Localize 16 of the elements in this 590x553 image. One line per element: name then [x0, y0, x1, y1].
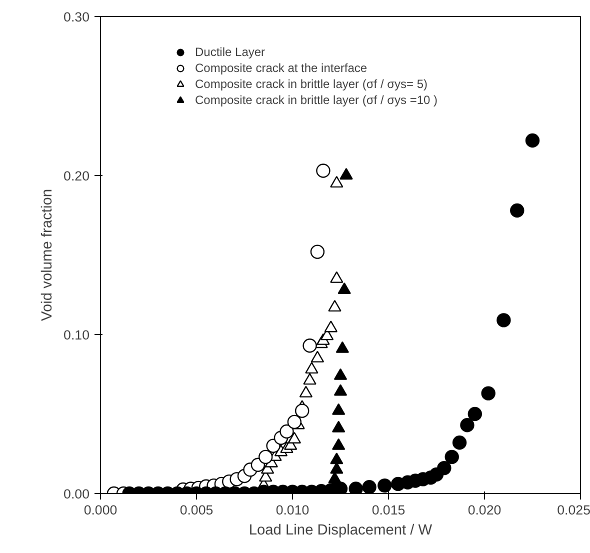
y-axis-title: Void volume fraction: [40, 189, 56, 321]
x-tick-label: 0.005: [180, 502, 214, 518]
x-tick-label: 0.015: [372, 502, 406, 518]
legend-label: Composite crack in brittle layer (σf / σys =10 ): [195, 93, 438, 107]
x-tick-label: 0.025: [557, 502, 590, 518]
x-tick-label: 0.000: [84, 502, 118, 518]
y-tick-label: 0.10: [64, 328, 90, 342]
y-tick-label: 0.00: [64, 486, 90, 502]
y-tick-label: 0.20: [64, 168, 90, 184]
legend-label: Composite crack in brittle layer (σf / σys= 5): [195, 77, 428, 91]
legend-label: Ductile Layer: [195, 45, 266, 59]
y-tick-label: 0.30: [64, 10, 90, 24]
x-tick-label: 0.010: [276, 502, 310, 518]
legend-label: Composite crack at the interface: [195, 61, 368, 75]
x-tick-label: 0.020: [468, 502, 502, 518]
x-axis-title: Load Line Displacement / W: [248, 522, 432, 538]
